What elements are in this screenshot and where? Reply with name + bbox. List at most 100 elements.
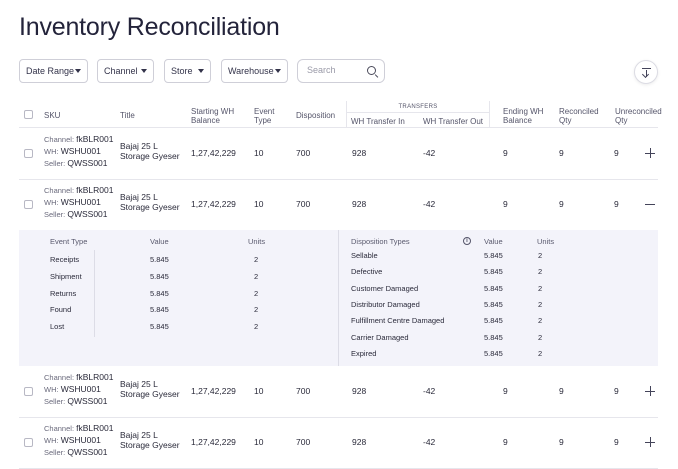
date-range-dropdown[interactable]: Date Range	[19, 59, 88, 83]
detail-header-units: Units	[248, 237, 266, 246]
disposition-value: 5.845	[484, 267, 503, 277]
sku-seller: Seller: QWSS001	[44, 396, 108, 406]
row-checkbox[interactable]	[24, 438, 33, 447]
row-disposition: 700	[296, 437, 311, 447]
row-title: Bajaj 25 L Storage Gyeser	[120, 141, 180, 161]
row-reconciled-qty: 9	[559, 148, 564, 158]
row-disposition: 700	[296, 386, 311, 396]
event-value: 5.845	[150, 288, 169, 298]
sku-wh: WH: WSHU001	[44, 384, 101, 394]
row-disposition: 700	[296, 148, 311, 158]
event-units: 2	[254, 255, 259, 264]
row-reconciled-qty: 9	[559, 199, 564, 209]
sku-seller: Seller: QWSS001	[44, 158, 108, 168]
row-ending-wh-balance: 9	[503, 437, 508, 447]
row-starting-wh-balance: 1,27,42,229	[191, 199, 236, 209]
search-input[interactable]	[307, 65, 362, 75]
disposition-units: 2	[538, 316, 543, 326]
row-unreconciled-qty: 9	[614, 437, 619, 447]
download-icon	[642, 68, 651, 70]
store-dropdown[interactable]: Store	[164, 59, 211, 83]
header-wh-transfer-out: WH Transfer Out	[423, 117, 484, 126]
row-checkbox[interactable]	[24, 200, 33, 209]
disposition-units: 2	[538, 251, 543, 260]
row-wh-transfer-out: -42	[423, 148, 436, 158]
row-starting-wh-balance: 1,27,42,229	[191, 148, 236, 158]
disposition-value: 5.845	[484, 299, 503, 309]
event-value: 5.845	[150, 271, 169, 281]
warehouse-label: Warehouse	[228, 66, 274, 76]
row-reconciled-qty: 9	[559, 386, 564, 396]
header-disposition: Disposition	[296, 111, 336, 120]
row-disposition: 700	[296, 199, 311, 209]
disposition-value: 5.845	[484, 348, 503, 358]
expand-row-icon[interactable]	[645, 148, 655, 158]
warehouse-dropdown[interactable]: Warehouse	[221, 59, 288, 83]
row-wh-transfer-out: -42	[423, 199, 436, 209]
chevron-down-icon	[198, 69, 204, 73]
expand-row-icon[interactable]	[645, 437, 655, 447]
collapse-row-icon[interactable]	[645, 199, 655, 209]
row-starting-wh-balance: 1,27,42,229	[191, 386, 236, 396]
header-starting-wh-balance: Starting WH Balance	[191, 107, 235, 125]
row-ending-wh-balance: 9	[503, 199, 508, 209]
date-range-label: Date Range	[26, 66, 75, 76]
event-units: 2	[254, 305, 259, 315]
sku-channel: Channel: fkBLR001	[44, 423, 114, 433]
detail-header-disp-value: Value	[484, 237, 503, 246]
disposition-units: 2	[538, 299, 543, 309]
disposition-value: 5.845	[484, 332, 503, 342]
disposition-name: Distributor Damaged	[351, 299, 420, 309]
event-name: Shipment	[50, 271, 82, 281]
row-title: Bajaj 25 L Storage Gyeser	[120, 379, 180, 399]
expand-row-icon[interactable]	[645, 386, 655, 396]
header-event-type: Event Type	[254, 107, 275, 125]
header-title: Title	[120, 111, 135, 120]
chevron-down-icon	[75, 69, 81, 73]
info-icon[interactable]: i	[463, 237, 471, 245]
row-wh-transfer-out: -42	[423, 437, 436, 447]
page-title: Inventory Reconciliation	[19, 13, 280, 41]
event-value: 5.845	[150, 322, 169, 332]
detail-header-event-type: Event Type	[50, 237, 88, 246]
row-wh-transfer-out: -42	[423, 386, 436, 396]
disposition-name: Defective	[351, 267, 383, 277]
chevron-down-icon	[275, 69, 281, 73]
row-event-type: 10	[254, 148, 264, 158]
row-wh-transfer-in: 928	[352, 386, 367, 396]
event-name: Lost	[50, 322, 65, 332]
header-reconciled-qty: Reconciled Qty	[559, 107, 599, 125]
row-checkbox[interactable]	[24, 149, 33, 158]
search-icon[interactable]	[367, 66, 376, 75]
disposition-name: Expired	[351, 348, 377, 358]
disposition-units: 2	[538, 267, 543, 277]
disposition-name: Fulfillment Centre Damaged	[351, 316, 445, 326]
row-ending-wh-balance: 9	[503, 148, 508, 158]
download-button[interactable]	[634, 60, 658, 84]
row-wh-transfer-in: 928	[352, 199, 367, 209]
row-detail-panel: Event Type Value Units Receipts 5.845 2 Shi…	[19, 230, 658, 366]
search-box	[297, 59, 385, 83]
row-reconciled-qty: 9	[559, 437, 564, 447]
row-title: Bajaj 25 L Storage Gyeser	[120, 430, 180, 450]
row-wh-transfer-in: 928	[352, 148, 367, 158]
disposition-name: Carrier Damaged	[351, 332, 409, 342]
select-all-checkbox[interactable]	[24, 110, 33, 119]
chevron-down-icon	[141, 69, 147, 73]
sku-channel: Channel: fkBLR001	[44, 134, 114, 144]
row-unreconciled-qty: 9	[614, 148, 619, 158]
sku-wh: WH: WSHU001	[44, 435, 101, 445]
row-checkbox[interactable]	[24, 387, 33, 396]
sku-seller: Seller: QWSS001	[44, 209, 108, 219]
event-name: Found	[50, 305, 72, 315]
header-unreconciled-qty: Unreconciled Qty	[615, 107, 662, 125]
event-units: 2	[254, 288, 259, 298]
channel-dropdown[interactable]: Channel	[97, 59, 154, 83]
sku-wh: WH: WSHU001	[44, 197, 101, 207]
row-starting-wh-balance: 1,27,42,229	[191, 437, 236, 447]
event-name: Receipts	[50, 255, 80, 264]
row-event-type: 10	[254, 437, 264, 447]
event-value: 5.845	[150, 255, 169, 264]
channel-label: Channel	[104, 66, 138, 76]
sku-seller: Seller: QWSS001	[44, 447, 108, 457]
